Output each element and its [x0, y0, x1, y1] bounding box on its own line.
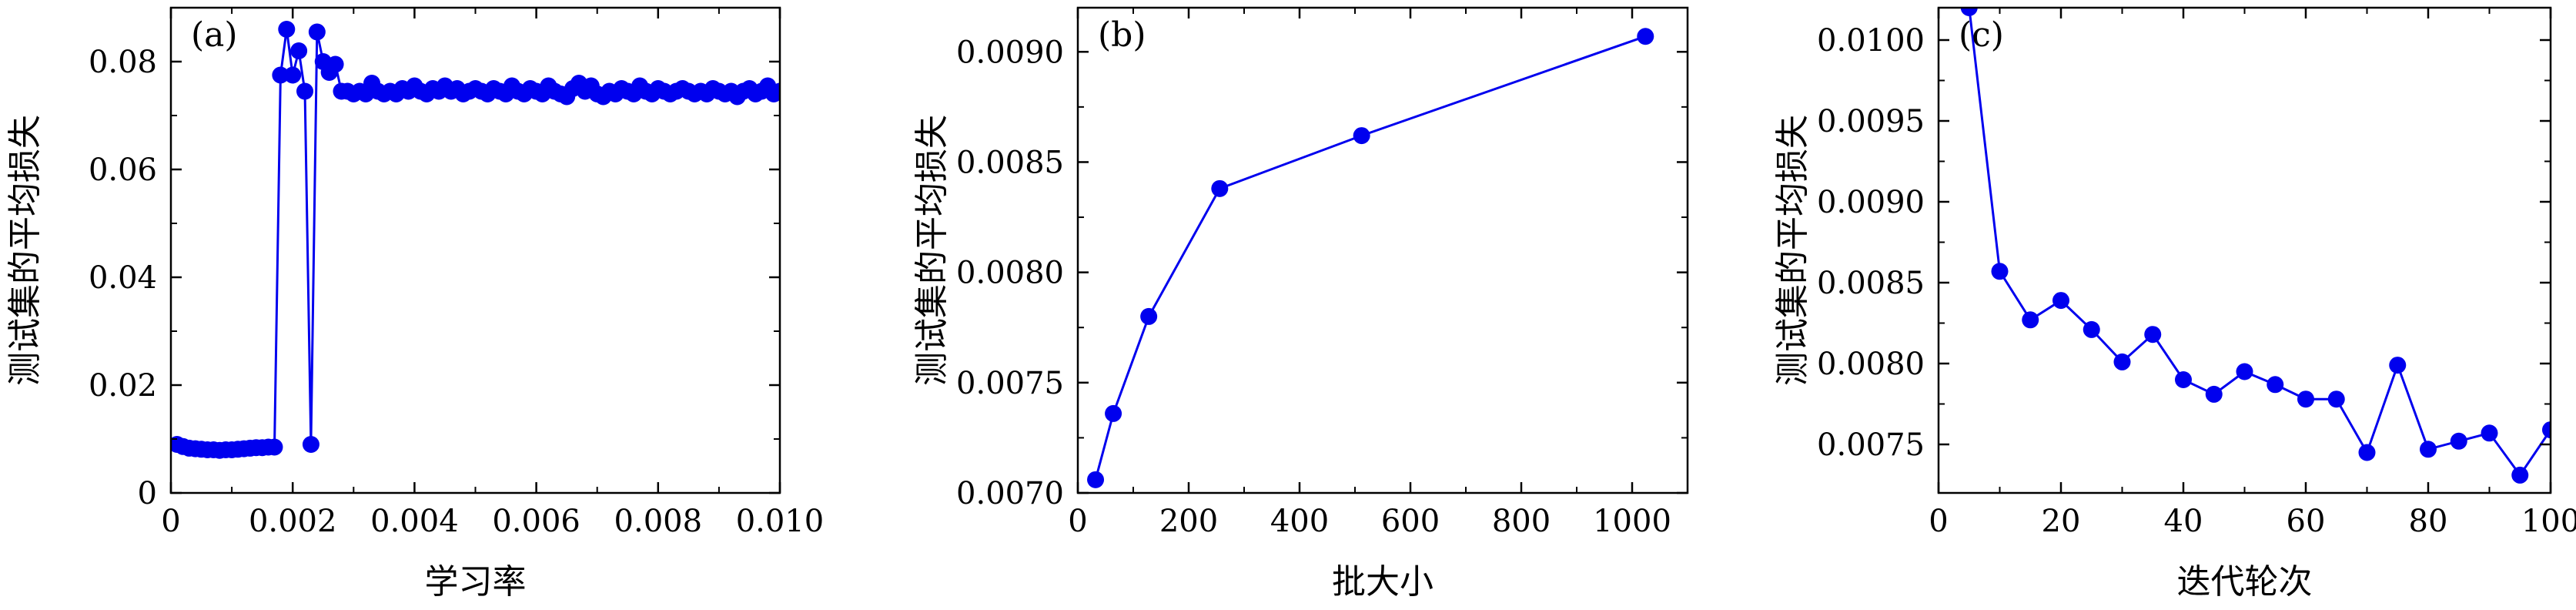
x-tick-label: 80 [2409, 504, 2448, 539]
data-point [1637, 28, 1654, 45]
series-1 [171, 21, 780, 459]
x-axis-label: 批大小 [1332, 562, 1434, 602]
data-point [2481, 424, 2498, 442]
y-axis-label: 测试集的平均损失 [5, 115, 45, 386]
data-point [2022, 311, 2039, 329]
y-tick-label: 0.04 [89, 260, 157, 296]
x-tick-label: 200 [1159, 504, 1218, 539]
data-point [771, 82, 780, 100]
data-point [284, 66, 302, 84]
x-tick-label: 60 [2287, 504, 2326, 539]
y-tick-label: 0.0090 [1817, 185, 1925, 220]
data-point [1960, 8, 1978, 16]
data-point [2450, 432, 2467, 450]
data-point [290, 42, 308, 59]
data-point [272, 66, 289, 84]
data-point [2542, 421, 2551, 439]
data-point [266, 438, 283, 456]
chart-panel-1: 0 0.002 0.004 0.006 0.008 0.010 0 0.02 0.04 0.06 0… [5, 6, 825, 602]
data-point [2083, 320, 2100, 338]
x-axis-label: 迭代轮次 [2177, 562, 2313, 602]
data-point [1353, 127, 1370, 145]
data-point [2358, 444, 2376, 461]
data-point [2327, 390, 2345, 408]
y-tick-label: 0.0090 [956, 35, 1064, 70]
data-point [2052, 292, 2069, 310]
y-tick-label: 0.0070 [956, 476, 1064, 511]
data-point [1211, 179, 1229, 197]
x-tick-label: 0.004 [370, 504, 459, 539]
data-point [1105, 404, 1122, 422]
data-point [2511, 466, 2529, 484]
chart-panel-2: 0 200 400 600 800 1000 0.0070 0.0075 0.0080 0.008… [912, 6, 1689, 602]
x-tick-label: 800 [1492, 504, 1551, 539]
y-tick-label: 0.0100 [1817, 23, 1925, 59]
y-tick-label: 0.06 [89, 152, 157, 188]
y-tick-label: 0.0085 [1817, 266, 1925, 301]
y-tick-label: 0.0085 [956, 145, 1064, 180]
data-point [308, 23, 326, 41]
y-tick-label: 0.0095 [1817, 104, 1925, 139]
data-point [2175, 371, 2192, 388]
data-point [2267, 376, 2284, 394]
x-tick-label: 0.006 [492, 504, 580, 539]
x-tick-label: 0 [1068, 504, 1087, 539]
x-tick-label: 0 [161, 504, 180, 539]
data-point [278, 21, 296, 38]
data-point [326, 55, 344, 73]
y-tick-label: 0.0075 [1817, 427, 1925, 463]
plot-frame [1937, 6, 2552, 494]
data-point [1991, 263, 2009, 280]
plot-frame [1076, 6, 1689, 494]
y-axis-label: 测试集的平均损失 [912, 115, 952, 386]
data-point [2236, 363, 2253, 380]
series-line [1094, 35, 1646, 481]
y-tick-label: 0.0080 [1817, 347, 1925, 382]
series-1 [1087, 28, 1654, 488]
x-tick-label: 0 [1929, 504, 1948, 539]
x-tick-label: 20 [2042, 504, 2081, 539]
data-point [2420, 441, 2437, 458]
data-point [2113, 353, 2131, 370]
chart-panel-3: 0 20 40 60 80 100 0.0075 0.0080 0.0085 0.0090 0.00… [1773, 6, 2576, 602]
x-tick-label: 40 [2164, 504, 2203, 539]
series-line [1968, 8, 2551, 478]
panel-label: (b) [1098, 15, 1146, 55]
data-point [1087, 471, 1105, 488]
series-1 [1960, 8, 2551, 484]
x-tick-label: 0.002 [249, 504, 337, 539]
x-tick-label: 0.010 [736, 504, 825, 539]
x-tick-label: 600 [1381, 504, 1440, 539]
x-tick-label: 1000 [1593, 504, 1671, 539]
y-tick-label: 0.0080 [956, 256, 1064, 291]
data-point [2389, 357, 2407, 374]
data-point [2144, 326, 2162, 344]
data-point [1140, 307, 1158, 325]
y-tick-label: 0.08 [89, 45, 157, 80]
x-tick-label: 100 [2521, 504, 2576, 539]
data-point [302, 436, 319, 453]
y-tick-label: 0.02 [89, 368, 157, 404]
y-axis-label: 测试集的平均损失 [1773, 115, 1812, 386]
x-tick-label: 0.008 [614, 504, 703, 539]
panel-label: (c) [1959, 15, 2004, 55]
data-point [2297, 390, 2314, 408]
x-tick-label: 400 [1270, 504, 1329, 539]
y-tick-label: 0 [138, 476, 157, 511]
data-point [2205, 385, 2223, 403]
panel-label: (a) [191, 15, 238, 55]
y-tick-label: 0.0075 [956, 366, 1064, 401]
x-axis-label: 学习率 [425, 562, 527, 602]
data-point [296, 82, 314, 100]
